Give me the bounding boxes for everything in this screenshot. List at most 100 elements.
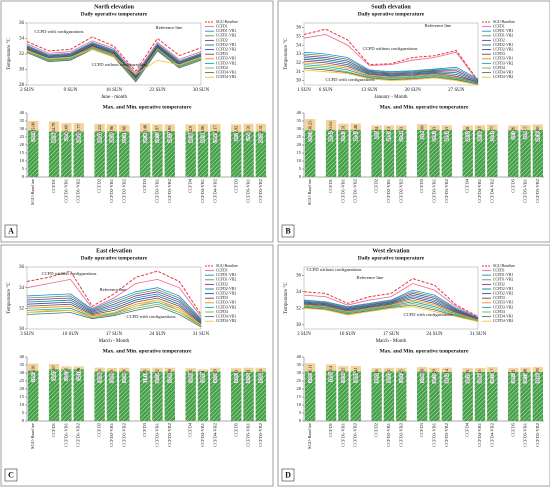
value-label: 36.11 xyxy=(307,365,312,374)
value-label: 36.23 xyxy=(307,121,312,130)
y-tick-label: 32 xyxy=(296,61,302,66)
x-tick-label: CCFD3 xyxy=(142,178,147,193)
y-tick-label: 28 xyxy=(19,83,25,88)
legend-label: CCFD4-VB2 xyxy=(493,319,513,323)
annotation: Reference line xyxy=(100,287,127,292)
chart-title: North elevation xyxy=(94,4,134,10)
value-label: 30.72 xyxy=(374,373,379,382)
value-label: 33.25 xyxy=(398,369,403,378)
legend-label: CCFD1 xyxy=(493,268,505,272)
x-tick-label: CCFD5-VB1 xyxy=(523,179,528,203)
value-label: 32.96 xyxy=(109,126,114,135)
x-tick-label: CCFD4 xyxy=(465,178,470,193)
y-tick-label: 30 xyxy=(20,126,25,131)
y-tick-label: 36 xyxy=(19,265,25,270)
series-line xyxy=(303,291,479,319)
series-line xyxy=(26,297,202,325)
legend-label: CCFD3-VB2 xyxy=(216,305,236,309)
bar xyxy=(429,372,440,421)
value-label: 30.85 xyxy=(307,373,312,382)
bar xyxy=(197,131,209,177)
x-tick-label: CCFD3 xyxy=(142,422,147,437)
value-label: 28.4 xyxy=(64,132,69,140)
y-tick-label: 30 xyxy=(19,327,25,332)
value-label: 30.59 xyxy=(465,374,470,383)
y-tick-label: 34 xyxy=(296,290,302,295)
value-label: 29.4 xyxy=(419,131,424,139)
chart-title: South elevation xyxy=(371,4,411,10)
chart-subtitle: Daily operative temperature xyxy=(358,11,425,17)
annotation: CCFD without configurations xyxy=(92,62,147,67)
value-label: 30.57 xyxy=(523,374,528,383)
x-tick-label: CCFD2 xyxy=(97,179,102,193)
chart-title: Max. and Min. operative temperature xyxy=(380,348,469,354)
legend-label: CCFD2 xyxy=(216,38,228,42)
bar xyxy=(520,372,531,421)
series-line xyxy=(303,294,479,320)
y-tick-label: 30 xyxy=(20,370,25,375)
value-label: 33.03 xyxy=(233,370,238,379)
value-label: 30.98 xyxy=(121,373,126,382)
bar xyxy=(416,371,428,421)
series-line xyxy=(26,46,202,81)
x-tick-label: CCFD5-VB2 xyxy=(535,179,540,203)
legend-label: CCFD3-VB2 xyxy=(493,305,513,309)
legend-label: SGU-Baseline xyxy=(493,264,515,268)
panel-border xyxy=(0,244,274,487)
bar xyxy=(371,129,382,177)
value-label: 30.65 xyxy=(510,373,515,382)
x-tick-label: 24 SUN xyxy=(149,332,166,337)
value-label: 28.31 xyxy=(200,133,205,142)
series-line xyxy=(303,299,479,321)
bar xyxy=(532,130,544,177)
bar xyxy=(48,369,60,421)
annotation: CCFD without configurations xyxy=(307,267,362,272)
value-label: 33.26 xyxy=(121,369,126,378)
value-label: 32.27 xyxy=(51,371,56,380)
x-tick-label: CCFD4-VB2 xyxy=(212,179,217,203)
value-label: 33.78 xyxy=(535,368,540,377)
bar xyxy=(520,129,531,177)
value-label: 33.28 xyxy=(167,369,172,378)
value-label: 28.59 xyxy=(109,133,114,142)
series-line xyxy=(303,60,479,83)
x-tick-label: CCFD4-VB1 xyxy=(200,179,205,203)
value-label: 33.31 xyxy=(341,125,346,134)
x-tick-label: CCFD3-VB2 xyxy=(167,179,172,203)
x-tick-label: CCFD4 xyxy=(188,178,193,193)
bar xyxy=(338,371,349,421)
bar xyxy=(48,131,60,177)
value-label: 33.29 xyxy=(212,369,217,378)
value-label: 32.77 xyxy=(489,126,494,135)
bar xyxy=(73,131,84,177)
annotation: CCFD with configurations xyxy=(326,77,375,82)
value-label: 30.84 xyxy=(258,372,263,382)
x-tick-label: CCFD2-VB2 xyxy=(121,179,126,203)
value-label: 34.18 xyxy=(76,368,81,377)
bar xyxy=(185,371,196,421)
value-label: 35.91 xyxy=(30,365,35,374)
panel-letter-box xyxy=(281,468,295,482)
legend-label: CCFD3 xyxy=(216,296,228,300)
value-label: 30.97 xyxy=(200,373,205,382)
bar xyxy=(532,371,544,421)
y-tick-label: 20 xyxy=(20,142,25,147)
y-tick-label: 30 xyxy=(297,126,302,131)
value-label: 30.97 xyxy=(398,373,403,382)
value-label: 29.36 xyxy=(535,132,540,141)
series-line xyxy=(26,289,202,320)
x-tick-label: 6 SUN xyxy=(319,88,333,93)
panel-border xyxy=(277,0,550,243)
series-line xyxy=(26,47,202,81)
chart-title: Max. and Min. operative temperature xyxy=(103,104,192,110)
legend-label: CCFD2-VB1 xyxy=(216,287,236,291)
series-line xyxy=(26,43,202,78)
x-tick-label: 1 SUN xyxy=(297,88,311,93)
value-label: 33.13 xyxy=(142,369,147,378)
series-line xyxy=(303,296,479,320)
y-axis-label: Temperature °C xyxy=(7,281,12,313)
value-label: 33.15 xyxy=(477,369,482,378)
bar xyxy=(474,129,486,177)
panel-letter: D xyxy=(285,470,291,479)
